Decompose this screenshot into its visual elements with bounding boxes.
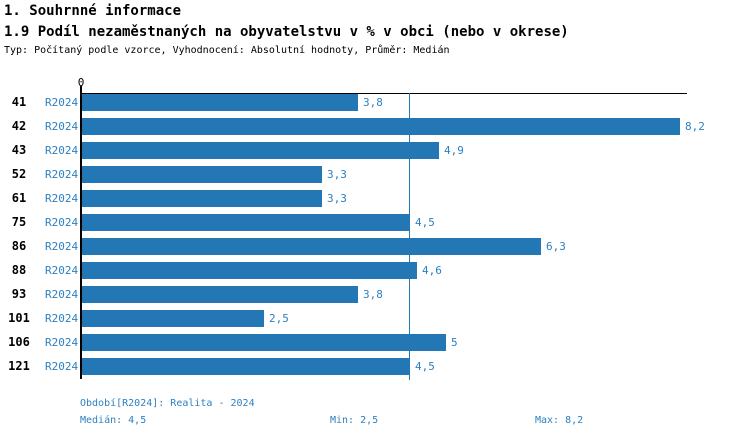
bar-value-label: 3,8 <box>363 288 383 301</box>
bar-value-label: 5 <box>451 336 458 349</box>
category-label: 88 <box>11 263 27 277</box>
category-label: 75 <box>11 215 27 229</box>
period-legend: Období[R2024]: Realita - 2024 <box>80 398 255 409</box>
series-label: R2024 <box>45 360 79 373</box>
x-axis-line <box>81 93 687 94</box>
bar-value-label: 4,6 <box>422 264 442 277</box>
category-label: 101 <box>8 311 30 325</box>
chart-row: 41 R2024 3,8 <box>0 94 750 111</box>
bar-value-label: 2,5 <box>269 312 289 325</box>
bar <box>82 94 358 111</box>
section-title: 1. Souhrnné informace <box>4 3 182 19</box>
bar-value-label: 3,3 <box>327 168 347 181</box>
bar <box>82 214 410 231</box>
category-label: 106 <box>8 335 30 349</box>
category-label: 93 <box>11 287 27 301</box>
bar-value-label: 4,5 <box>415 360 435 373</box>
bar-value-label: 4,5 <box>415 216 435 229</box>
chart-row: 121 R2024 4,5 <box>0 358 750 375</box>
series-label: R2024 <box>45 192 79 205</box>
x-axis-zero-label: 0 <box>77 76 85 89</box>
category-label: 61 <box>11 191 27 205</box>
summary-stats: Medián: 4,5 Min: 2,5 Max: 8,2 <box>0 415 750 429</box>
y-axis-line <box>80 86 82 379</box>
bar-value-label: 6,3 <box>546 240 566 253</box>
bar-chart: 0 41 R2024 3,8 42 R2024 8,2 43 R2024 4,9 52 R2024 3… <box>0 76 750 386</box>
chart-row: 101 R2024 2,5 <box>0 310 750 327</box>
chart-title: 1.9 Podíl nezaměstnaných na obyvatelstvu… <box>4 24 569 40</box>
min-stat: Min: 2,5 <box>330 415 379 426</box>
category-label: 41 <box>11 95 27 109</box>
series-label: R2024 <box>45 240 79 253</box>
category-label: 42 <box>11 119 27 133</box>
category-label: 121 <box>8 359 30 373</box>
series-label: R2024 <box>45 120 79 133</box>
chart-subtitle: Typ: Počítaný podle vzorce, Vyhodnocení:… <box>4 45 450 56</box>
median-reference-line <box>409 93 410 380</box>
chart-row: 88 R2024 4,6 <box>0 262 750 279</box>
series-label: R2024 <box>45 336 79 349</box>
bar <box>82 118 680 135</box>
chart-row: 61 R2024 3,3 <box>0 190 750 207</box>
series-label: R2024 <box>45 168 79 181</box>
series-label: R2024 <box>45 288 79 301</box>
chart-row: 93 R2024 3,8 <box>0 286 750 303</box>
category-label: 43 <box>11 143 27 157</box>
median-stat: Medián: 4,5 <box>80 415 147 426</box>
chart-row: 75 R2024 4,5 <box>0 214 750 231</box>
bar <box>82 286 358 303</box>
bar <box>82 262 417 279</box>
bar <box>82 142 439 159</box>
chart-row: 52 R2024 3,3 <box>0 166 750 183</box>
chart-row: 42 R2024 8,2 <box>0 118 750 135</box>
bar-value-label: 3,3 <box>327 192 347 205</box>
category-label: 52 <box>11 167 27 181</box>
bar <box>82 310 264 327</box>
bar <box>82 358 410 375</box>
series-label: R2024 <box>45 312 79 325</box>
bar-value-label: 4,9 <box>444 144 464 157</box>
series-label: R2024 <box>45 216 79 229</box>
bar-value-label: 8,2 <box>685 120 705 133</box>
bar <box>82 190 322 207</box>
chart-row: 43 R2024 4,9 <box>0 142 750 159</box>
max-stat: Max: 8,2 <box>535 415 584 426</box>
series-label: R2024 <box>45 96 79 109</box>
chart-row: 106 R2024 5 <box>0 334 750 351</box>
bar <box>82 334 446 351</box>
chart-row: 86 R2024 6,3 <box>0 238 750 255</box>
series-label: R2024 <box>45 144 79 157</box>
bar <box>82 238 541 255</box>
series-label: R2024 <box>45 264 79 277</box>
category-label: 86 <box>11 239 27 253</box>
bar-value-label: 3,8 <box>363 96 383 109</box>
bar <box>82 166 322 183</box>
